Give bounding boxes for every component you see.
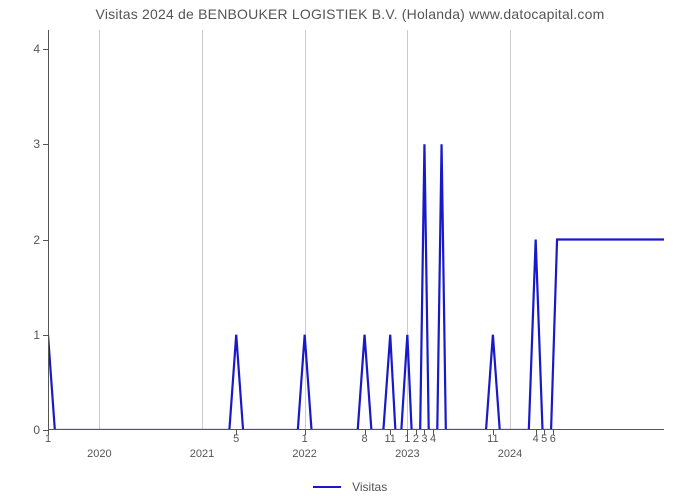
y-tick-mark [43, 49, 48, 50]
x-tick-mark [544, 430, 545, 435]
legend: Visitas [0, 479, 700, 494]
x-tick-mark [424, 430, 425, 435]
y-tick-label: 1 [0, 328, 40, 342]
x-tick-mark [390, 430, 391, 435]
x-tick-mark [48, 430, 49, 435]
legend-swatch [313, 486, 341, 488]
x-tick-mark [433, 430, 434, 435]
x-tick-mark [536, 430, 537, 435]
x-year-label: 2024 [498, 448, 522, 460]
x-year-label: 2022 [292, 448, 316, 460]
x-tick-mark [365, 430, 366, 435]
y-tick-label: 4 [0, 42, 40, 56]
x-tick-mark [493, 430, 494, 435]
x-tick-mark [407, 430, 408, 435]
x-year-label: 2021 [190, 448, 214, 460]
y-tick-label: 0 [0, 423, 40, 437]
x-year-label: 2023 [395, 448, 419, 460]
y-tick-label: 2 [0, 233, 40, 247]
y-tick-mark [43, 240, 48, 241]
legend-label: Visitas [352, 480, 387, 494]
y-tick-mark [43, 144, 48, 145]
axes-border [48, 30, 664, 430]
x-tick-mark [305, 430, 306, 435]
y-tick-mark [43, 335, 48, 336]
x-tick-mark [236, 430, 237, 435]
x-tick-mark [416, 430, 417, 435]
y-tick-label: 3 [0, 137, 40, 151]
x-tick-mark [553, 430, 554, 435]
plot-area [48, 30, 664, 430]
x-year-label: 2020 [87, 448, 111, 460]
chart-title: Visitas 2024 de BENBOUKER LOGISTIEK B.V.… [0, 6, 700, 22]
